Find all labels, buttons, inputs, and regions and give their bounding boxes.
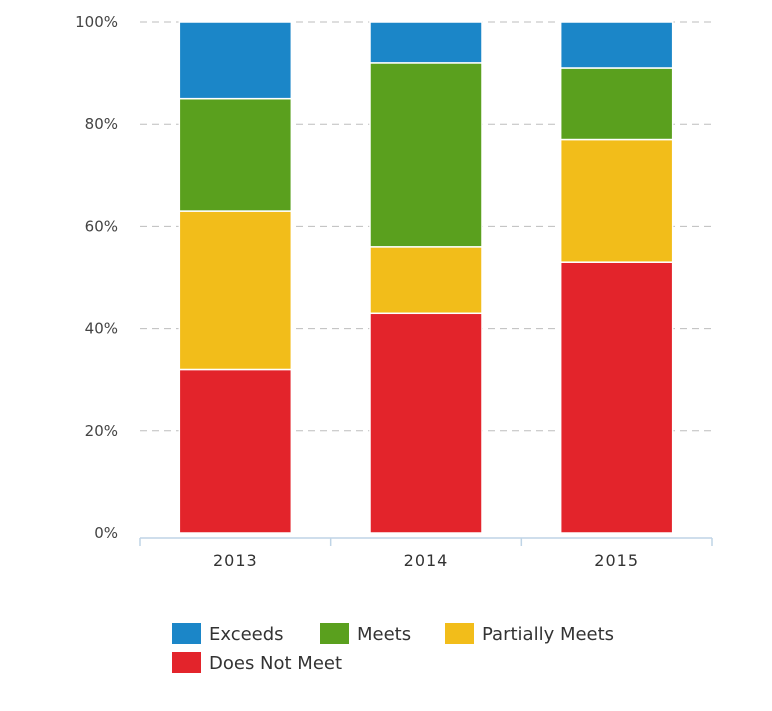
legend-label: Partially Meets <box>482 624 614 645</box>
x-axis-tick-labels: 2013 2014 2015 <box>213 551 639 570</box>
x-tick-label: 2015 <box>594 551 639 570</box>
bar-stack-2014 <box>369 21 483 534</box>
bar-segment-exceeds-2014 <box>369 21 483 64</box>
x-tick-label: 2014 <box>404 551 449 570</box>
bar-stack-2015 <box>559 21 674 534</box>
bar-segment-does-not-meet-2014 <box>369 312 483 534</box>
bar-segment-meets-2013 <box>178 97 293 212</box>
legend-swatch <box>172 623 201 644</box>
legend-swatch <box>172 652 201 673</box>
legend: Exceeds Meets Partially Meets Does Not Meet <box>172 623 614 674</box>
y-tick-label: 0% <box>94 524 118 542</box>
bar-segment-partially-meets-2015 <box>559 138 674 263</box>
y-tick-label: 60% <box>85 217 118 235</box>
bar-segment-meets-2014 <box>369 62 483 248</box>
y-tick-label: 80% <box>85 115 118 133</box>
bar-segment-partially-meets-2014 <box>369 246 483 315</box>
legend-swatch <box>320 623 349 644</box>
legend-item-does-not-meet: Does Not Meet <box>172 652 342 674</box>
x-tick-label: 2013 <box>213 551 258 570</box>
bar-segment-meets-2015 <box>559 67 674 141</box>
legend-label: Exceeds <box>209 624 284 645</box>
legend-item-meets: Meets <box>320 623 411 645</box>
x-axis <box>139 537 713 546</box>
legend-swatch <box>445 623 474 644</box>
bar-segment-exceeds-2015 <box>559 21 674 69</box>
legend-label: Meets <box>357 624 411 645</box>
bar-stack-2013 <box>178 21 293 534</box>
legend-label: Does Not Meet <box>209 653 342 674</box>
y-tick-label: 20% <box>85 422 118 440</box>
legend-item-partially-meets: Partially Meets <box>445 623 614 645</box>
bar-segment-exceeds-2013 <box>178 21 293 100</box>
y-tick-label: 100% <box>75 13 118 31</box>
bar-segment-does-not-meet-2013 <box>178 368 293 534</box>
y-tick-label: 40% <box>85 320 118 338</box>
bar-segment-partially-meets-2013 <box>178 210 293 371</box>
y-axis-tick-labels: 0% 20% 40% 60% 80% 100% <box>75 13 118 542</box>
bar-stacks <box>178 21 674 534</box>
bar-segment-does-not-meet-2015 <box>559 261 674 534</box>
legend-item-exceeds: Exceeds <box>172 623 284 645</box>
